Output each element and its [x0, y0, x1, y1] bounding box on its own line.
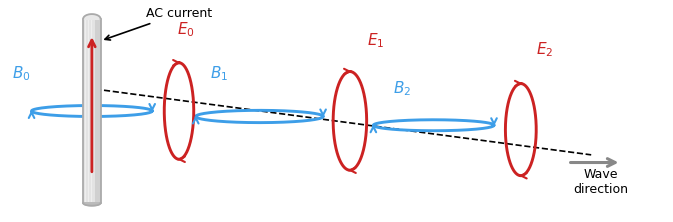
Text: $B_1$: $B_1$ — [210, 64, 228, 83]
Polygon shape — [83, 203, 100, 206]
Text: $B_2$: $B_2$ — [393, 80, 411, 98]
Text: $B_0$: $B_0$ — [12, 64, 31, 83]
Text: $E_0$: $E_0$ — [177, 21, 194, 39]
Text: AC current: AC current — [105, 7, 212, 40]
Polygon shape — [83, 19, 100, 203]
Text: Wave
direction: Wave direction — [574, 168, 629, 196]
Text: $E_1$: $E_1$ — [367, 32, 384, 50]
Text: $E_2$: $E_2$ — [536, 40, 553, 59]
Polygon shape — [83, 14, 100, 19]
